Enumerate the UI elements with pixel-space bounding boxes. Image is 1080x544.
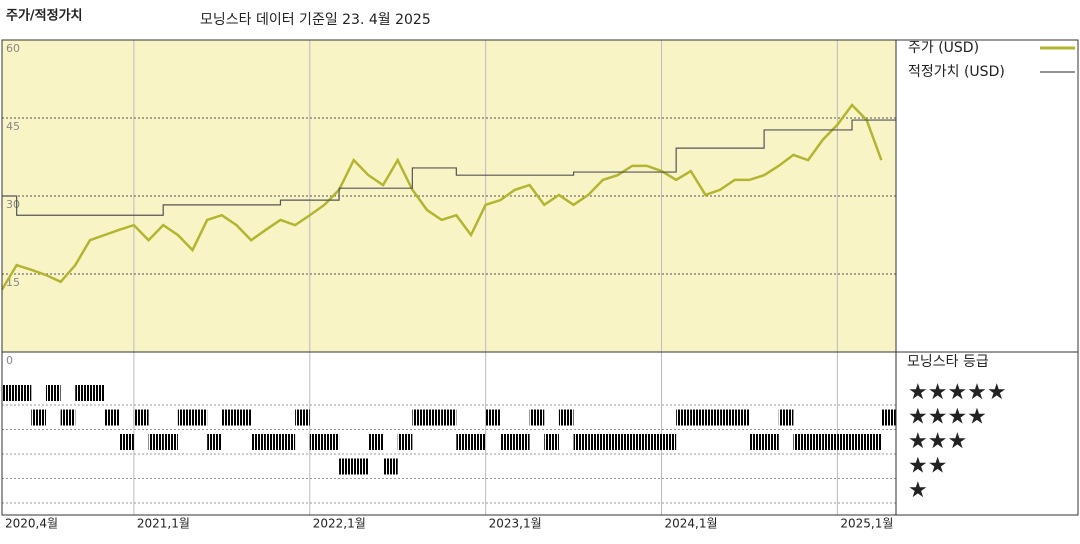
rating-bar — [148, 434, 164, 450]
rating-bar — [89, 385, 105, 401]
rating-bar — [646, 434, 662, 450]
rating-bar — [837, 434, 853, 450]
rating-bar — [324, 434, 340, 450]
rating-bar — [632, 434, 647, 450]
rating-bar — [339, 458, 354, 475]
y-tick-label: 45 — [6, 120, 20, 133]
rating-bar — [192, 409, 208, 426]
rating-bar — [412, 409, 428, 426]
rating-bar — [764, 434, 779, 450]
x-tick-label: 2024,1월 — [665, 517, 718, 531]
x-tick-label: 2023,1월 — [489, 517, 542, 531]
rating-bar — [793, 434, 809, 450]
rating-bar — [778, 409, 794, 426]
rating-bar — [690, 409, 706, 426]
rating-bar — [441, 409, 457, 426]
rating-bar — [383, 458, 398, 475]
rating-bar — [45, 385, 61, 401]
rating-bar — [808, 434, 823, 450]
rating-bar — [60, 409, 76, 426]
x-tick-label: 2020,4월 — [5, 517, 58, 531]
rating-legend: ★★★★★ — [908, 380, 1007, 405]
rating-bar — [573, 434, 589, 450]
rating-bar — [866, 434, 882, 450]
rating-bar — [427, 409, 442, 426]
rating-bar — [104, 409, 120, 426]
rating-bar — [881, 409, 896, 426]
rating-bar — [177, 409, 193, 426]
y-tick-label: 30 — [6, 198, 20, 211]
rating-title: 모닝스타 등급 — [907, 354, 989, 370]
rating-bar — [295, 409, 310, 426]
rating-legend: ★★★ — [908, 429, 967, 454]
rating-bar — [588, 434, 603, 450]
rating-bar — [544, 434, 559, 450]
rating-bar — [485, 409, 501, 426]
legend-label: 적정가치 (USD) — [908, 64, 1005, 80]
rating-bar — [16, 385, 32, 401]
rating-bar — [221, 409, 237, 426]
y-tick-label: 60 — [6, 42, 20, 55]
plot-area: 2020,4월 2021,1월 2022,1월 2023,1월 2024,1월 2025,… — [0, 39, 1075, 531]
series-line — [0, 103, 883, 291]
rating-legend: ★★ — [908, 454, 947, 479]
rating-bar — [676, 409, 691, 426]
rating-bar — [133, 409, 149, 426]
rating-bar — [705, 409, 721, 426]
rating-bar — [602, 434, 618, 450]
rating-bar — [456, 434, 471, 450]
rating-bar — [368, 434, 384, 450]
rating-bar — [75, 385, 90, 401]
rating-bar — [236, 409, 252, 426]
rating-bar — [514, 434, 530, 450]
chart-title: 주가/적정가치 — [6, 8, 83, 24]
rating-bar — [163, 434, 178, 450]
rating-bar — [852, 434, 867, 450]
rating-bar — [500, 434, 515, 450]
x-tick-label: 2025,1월 — [840, 517, 893, 531]
rating-bar — [397, 434, 413, 450]
rating-bar — [265, 434, 281, 450]
rating-bar — [353, 458, 369, 475]
rating-bar — [617, 434, 633, 450]
chart-subtitle: 모닝스타 데이터 기준일 23. 4월 2025 — [200, 12, 431, 28]
rating-bar — [2, 385, 17, 401]
legend-label: 주가 (USD) — [908, 40, 979, 56]
rating-bar — [558, 409, 574, 426]
rating-bar — [734, 409, 750, 426]
rating-bar — [822, 434, 838, 450]
rating-bar — [31, 409, 46, 426]
rating-bar — [207, 434, 222, 450]
price-panel-bg — [2, 40, 896, 352]
frame — [1, 39, 1079, 516]
y-tick-label: 0 — [6, 354, 13, 367]
rating-bar — [661, 434, 677, 450]
rating-bar — [749, 434, 765, 450]
rating-bar — [280, 434, 296, 450]
x-tick-label: 2021,1월 — [137, 517, 190, 531]
rating-bar — [251, 434, 266, 450]
x-tick-label: 2022,1월 — [313, 517, 366, 531]
rating-bar — [720, 409, 735, 426]
rating-bar — [119, 434, 134, 450]
rating-bar — [309, 434, 325, 450]
rating-legend: ★ — [908, 478, 928, 503]
rating-bar — [470, 434, 486, 450]
series-line — [2, 119, 896, 216]
rating-legend: ★★★★ — [908, 405, 987, 430]
rating-bar — [529, 409, 545, 426]
